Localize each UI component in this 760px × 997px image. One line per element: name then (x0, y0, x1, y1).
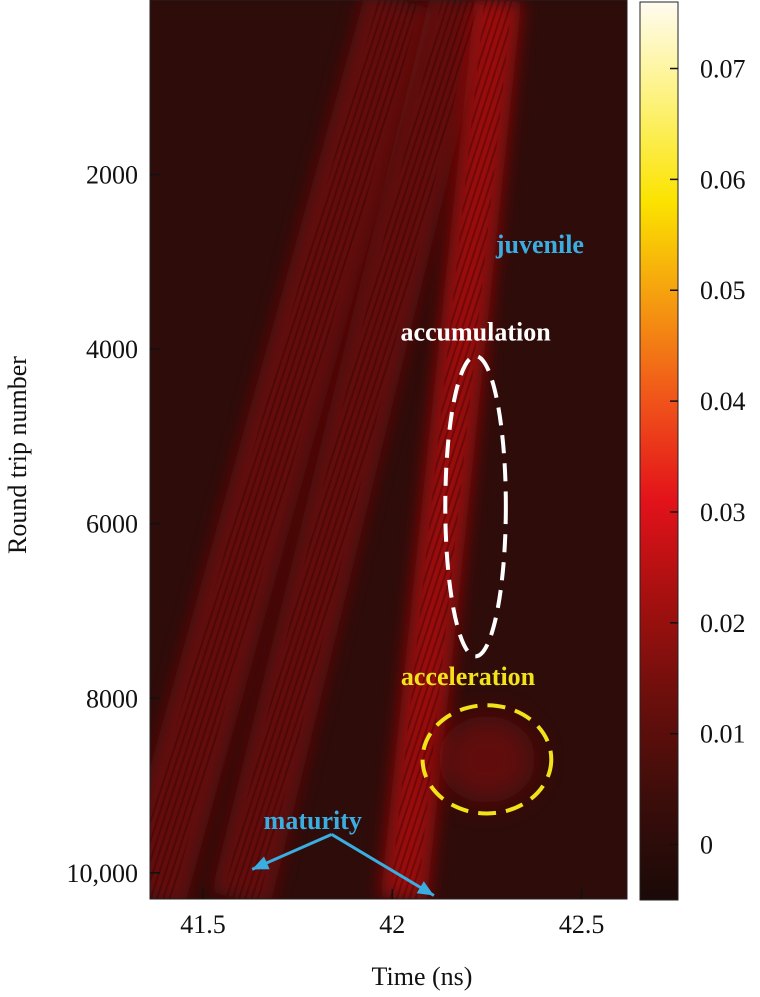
streak-fringes (150, 0, 421, 899)
colorbar (639, 1, 679, 901)
y-axis-title: Round trip number (3, 356, 32, 554)
y-axis: 2000 4000 6000 8000 10,000 (67, 161, 160, 888)
maturity-arrow-head (252, 856, 270, 870)
y-tick-label: 4000 (86, 335, 138, 364)
x-tick-label: 42.5 (559, 910, 605, 939)
colorbar-tick-label: 0.05 (700, 276, 746, 305)
colorbar-tick-label: 0.04 (700, 387, 746, 416)
colorbar-axis: 0 0.01 0.02 0.03 0.04 0.05 0.06 0.07 (670, 55, 746, 860)
maturity-arrow-shaft (330, 833, 435, 897)
x-tick-label: 41.5 (180, 910, 226, 939)
annotations: juvenile accumulation acceleration maturity (264, 230, 584, 835)
plot-frame (149, 0, 628, 900)
x-axis-title: Time (ns) (372, 962, 473, 991)
colorbar-tick-label: 0.03 (700, 498, 746, 527)
acceleration-glow (438, 716, 536, 803)
region-markers (420, 354, 554, 816)
colorbar-tick-label: 0.06 (700, 165, 746, 194)
y-tick-label: 6000 (86, 510, 138, 539)
y-tick-label: 8000 (86, 684, 138, 713)
maturity-arrow-head (416, 881, 434, 896)
colorbar-tick-label: 0.01 (700, 720, 746, 749)
streak-fringes (389, 0, 513, 899)
maturity-label: maturity (264, 806, 362, 835)
accumulation-region-ellipse (443, 354, 508, 659)
acceleration-label: acceleration (401, 662, 536, 691)
colorbar-tick-label: 0.07 (700, 55, 746, 84)
x-axis: 41.5 42 42.5 (180, 889, 604, 939)
colorbar-tick-label: 0 (700, 831, 713, 860)
interference-fringes (150, 0, 513, 899)
streak-fringes (223, 0, 478, 899)
acceleration-region-ellipse (420, 703, 554, 816)
juvenile-label: juvenile (495, 230, 584, 259)
maturity-arrows (251, 833, 435, 897)
y-tick-label: 10,000 (67, 859, 139, 888)
accumulation-label: accumulation (400, 317, 551, 346)
colorbar-tick-label: 0.02 (700, 609, 746, 638)
x-tick-label: 42 (379, 910, 405, 939)
y-tick-label: 2000 (86, 161, 138, 190)
